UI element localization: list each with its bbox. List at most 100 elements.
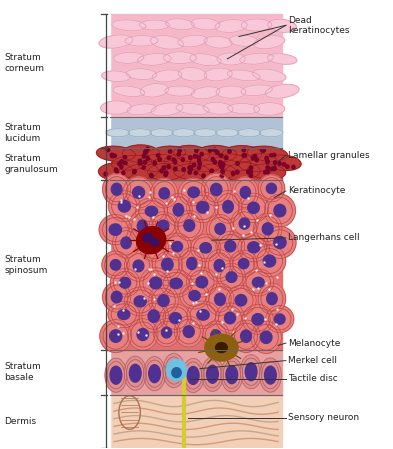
Ellipse shape xyxy=(242,304,273,335)
Ellipse shape xyxy=(216,129,239,137)
Ellipse shape xyxy=(159,188,169,199)
Ellipse shape xyxy=(121,237,131,249)
Ellipse shape xyxy=(123,161,127,165)
Ellipse shape xyxy=(143,151,147,155)
Ellipse shape xyxy=(264,227,296,259)
Ellipse shape xyxy=(253,35,285,49)
Ellipse shape xyxy=(224,163,260,180)
Ellipse shape xyxy=(240,355,262,389)
Ellipse shape xyxy=(102,251,129,279)
Ellipse shape xyxy=(158,295,169,307)
Ellipse shape xyxy=(160,270,193,297)
Ellipse shape xyxy=(270,154,274,157)
Ellipse shape xyxy=(260,331,272,343)
Ellipse shape xyxy=(102,71,130,82)
Text: Sensory neuron: Sensory neuron xyxy=(288,414,359,423)
Ellipse shape xyxy=(150,173,153,177)
Ellipse shape xyxy=(178,179,209,206)
Ellipse shape xyxy=(270,167,274,171)
Ellipse shape xyxy=(189,156,192,159)
Ellipse shape xyxy=(187,267,217,297)
Ellipse shape xyxy=(174,145,209,162)
Ellipse shape xyxy=(177,153,180,156)
Ellipse shape xyxy=(262,223,273,235)
Ellipse shape xyxy=(191,234,221,261)
Ellipse shape xyxy=(226,272,237,282)
Ellipse shape xyxy=(198,163,236,180)
Ellipse shape xyxy=(196,277,208,288)
Ellipse shape xyxy=(258,283,286,314)
Ellipse shape xyxy=(112,20,146,31)
Ellipse shape xyxy=(232,320,260,352)
Ellipse shape xyxy=(240,53,274,64)
Ellipse shape xyxy=(274,314,285,324)
Ellipse shape xyxy=(172,242,183,252)
Ellipse shape xyxy=(226,366,238,384)
Ellipse shape xyxy=(231,209,258,238)
Ellipse shape xyxy=(264,194,296,227)
Ellipse shape xyxy=(208,149,212,152)
Ellipse shape xyxy=(255,158,259,162)
Ellipse shape xyxy=(202,173,231,206)
Ellipse shape xyxy=(184,220,195,231)
Ellipse shape xyxy=(200,242,211,253)
Ellipse shape xyxy=(228,103,260,114)
Ellipse shape xyxy=(152,70,182,82)
Ellipse shape xyxy=(195,149,198,153)
Ellipse shape xyxy=(146,156,149,160)
Ellipse shape xyxy=(112,155,152,170)
Ellipse shape xyxy=(172,129,195,137)
Ellipse shape xyxy=(163,353,185,387)
Text: Stratum
basale: Stratum basale xyxy=(5,362,41,382)
Ellipse shape xyxy=(236,170,239,174)
Ellipse shape xyxy=(133,171,136,174)
Ellipse shape xyxy=(174,164,210,180)
Ellipse shape xyxy=(189,168,192,172)
Ellipse shape xyxy=(110,153,114,157)
Ellipse shape xyxy=(259,129,283,137)
Ellipse shape xyxy=(211,330,221,341)
Ellipse shape xyxy=(138,154,176,171)
Ellipse shape xyxy=(249,170,253,174)
Ellipse shape xyxy=(215,303,244,333)
Ellipse shape xyxy=(156,154,160,157)
Ellipse shape xyxy=(221,358,243,392)
Ellipse shape xyxy=(278,162,281,165)
Ellipse shape xyxy=(96,146,136,161)
Ellipse shape xyxy=(240,187,250,198)
FancyBboxPatch shape xyxy=(110,350,282,395)
Ellipse shape xyxy=(133,170,136,173)
Ellipse shape xyxy=(150,277,162,289)
Ellipse shape xyxy=(153,161,156,165)
Ellipse shape xyxy=(113,86,145,97)
Ellipse shape xyxy=(265,84,299,98)
Ellipse shape xyxy=(158,158,162,161)
Ellipse shape xyxy=(140,84,169,97)
Ellipse shape xyxy=(219,154,223,158)
Ellipse shape xyxy=(219,162,222,166)
Ellipse shape xyxy=(162,258,173,271)
Ellipse shape xyxy=(163,233,191,260)
Ellipse shape xyxy=(206,283,234,316)
Ellipse shape xyxy=(235,295,247,306)
Ellipse shape xyxy=(118,163,121,166)
Ellipse shape xyxy=(241,85,272,96)
Ellipse shape xyxy=(215,151,219,154)
Ellipse shape xyxy=(118,200,130,212)
Ellipse shape xyxy=(267,54,297,64)
Ellipse shape xyxy=(202,357,223,391)
Text: Merkel cell: Merkel cell xyxy=(288,356,337,365)
Ellipse shape xyxy=(224,312,235,324)
Text: Stratum
lucidum: Stratum lucidum xyxy=(5,123,41,143)
Ellipse shape xyxy=(115,170,118,174)
Ellipse shape xyxy=(267,293,277,305)
Ellipse shape xyxy=(174,167,177,171)
Ellipse shape xyxy=(162,327,172,338)
Ellipse shape xyxy=(187,257,197,269)
Ellipse shape xyxy=(151,35,184,49)
Ellipse shape xyxy=(207,365,219,383)
Ellipse shape xyxy=(111,183,122,195)
Ellipse shape xyxy=(142,166,145,169)
Ellipse shape xyxy=(206,215,234,243)
Ellipse shape xyxy=(151,239,159,246)
